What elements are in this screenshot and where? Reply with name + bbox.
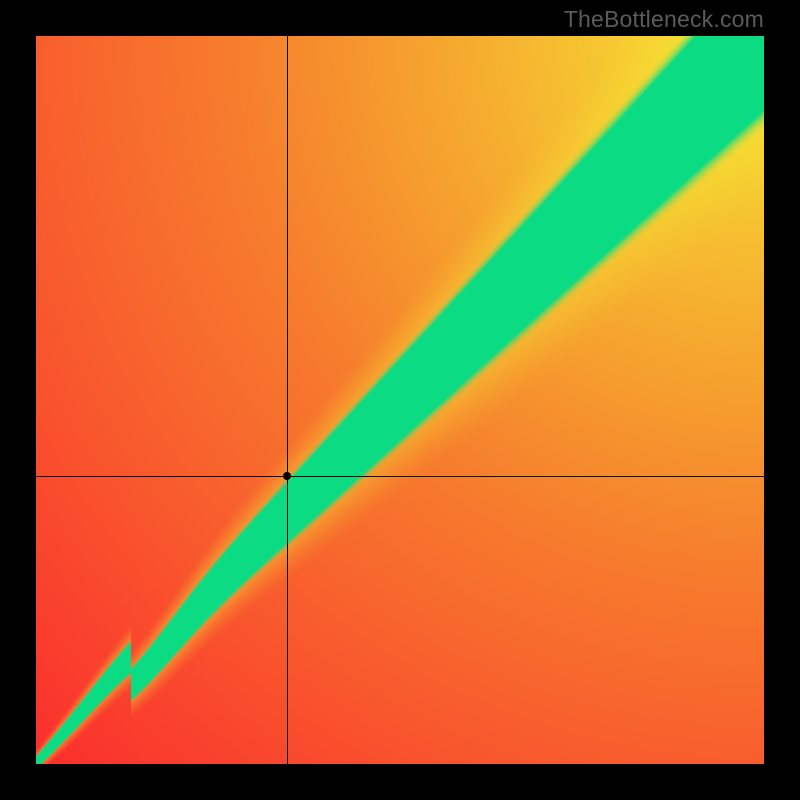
frame-border-left (0, 0, 36, 800)
watermark-label: TheBottleneck.com (564, 6, 764, 33)
frame-border-bottom (0, 764, 800, 800)
crosshair-vertical (287, 36, 288, 764)
frame-border-right (764, 0, 800, 800)
marker-dot (283, 472, 291, 480)
heatmap-canvas (36, 36, 764, 764)
heatmap-plot (36, 36, 764, 764)
crosshair-horizontal (36, 476, 764, 477)
